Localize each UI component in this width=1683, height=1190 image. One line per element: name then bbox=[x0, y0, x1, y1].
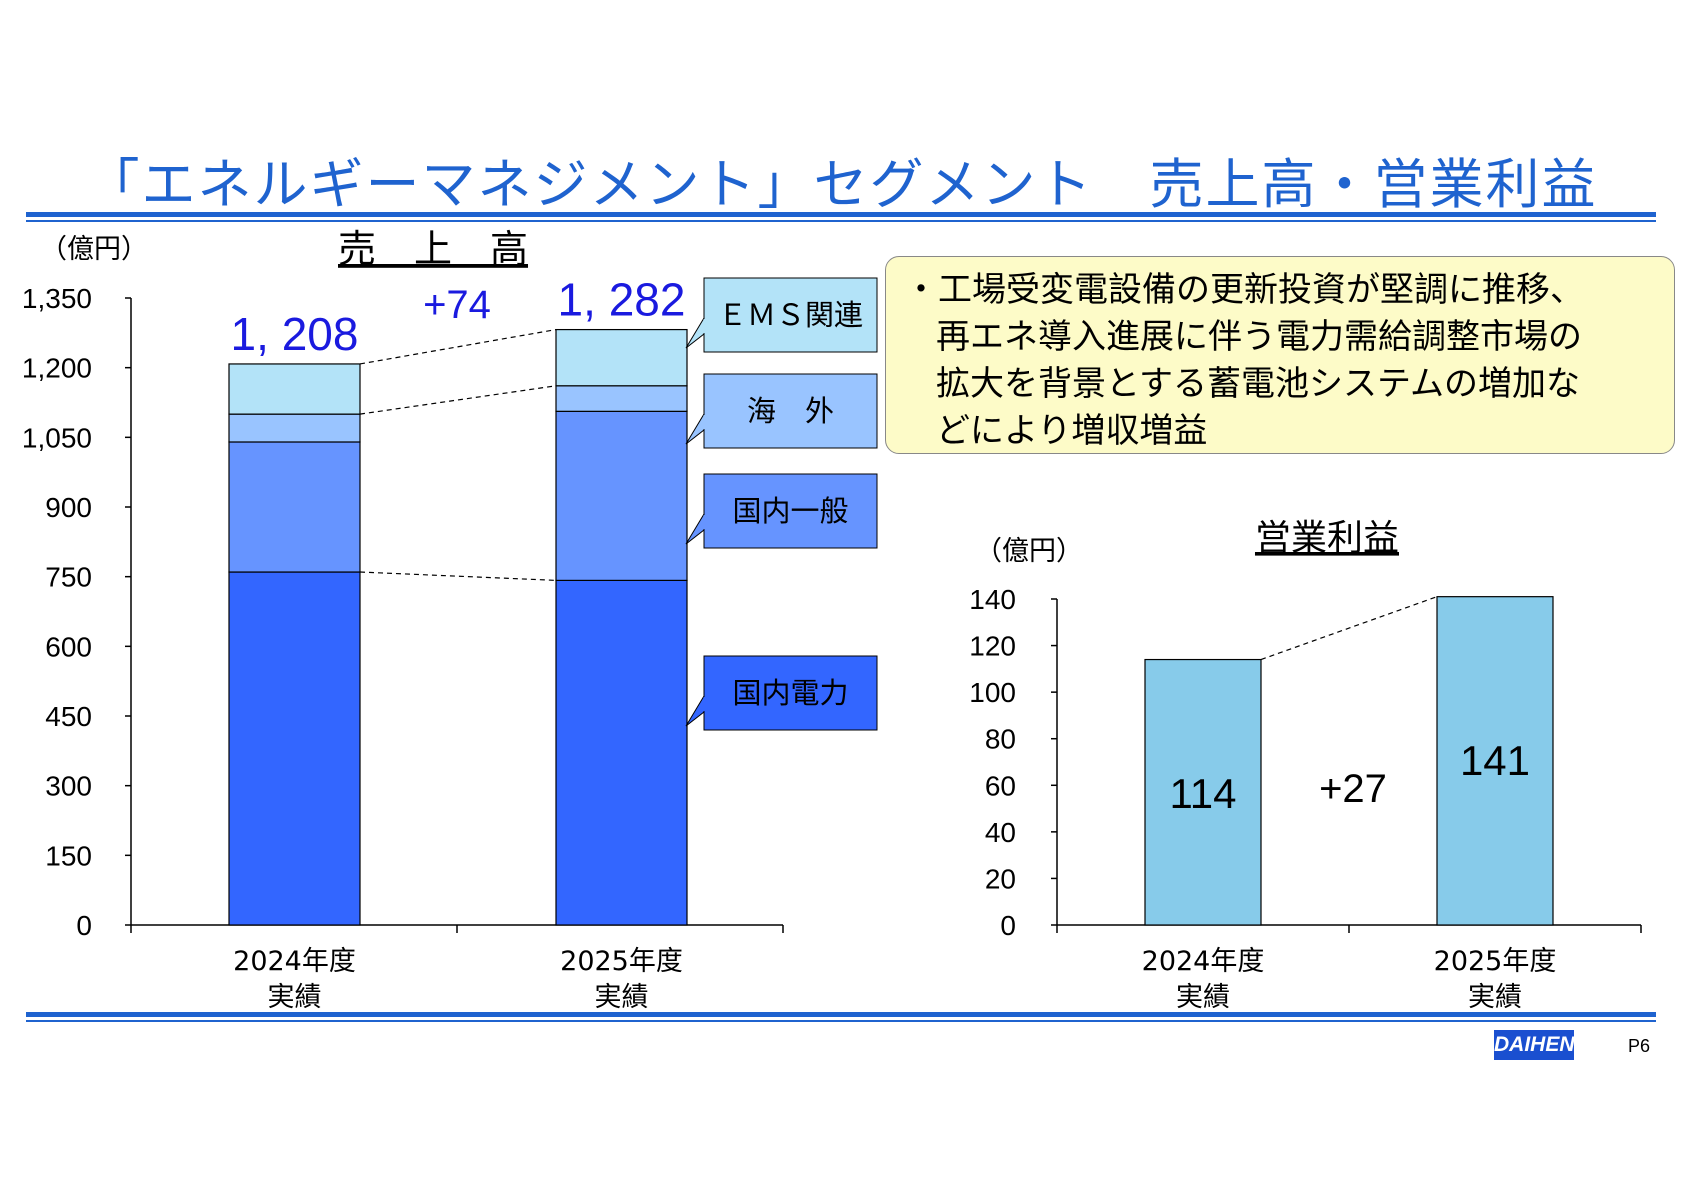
legend-box bbox=[703, 655, 878, 731]
footer-divider bbox=[26, 1012, 1656, 1017]
bar-segment-2 bbox=[228, 441, 361, 573]
chart-title: 売 上 高 bbox=[338, 227, 528, 271]
bar-value-label: 114 bbox=[1170, 770, 1237, 817]
y-tick-label: 120 bbox=[969, 631, 1016, 662]
x-category-label: 2024年度 bbox=[233, 946, 356, 977]
y-tick-label: 150 bbox=[45, 840, 92, 871]
page-title: 「エネルギーマネジメント」セグメント 売上高・営業利益 bbox=[85, 153, 1598, 216]
bar-segment-3 bbox=[228, 413, 361, 443]
bar-segment-4 bbox=[228, 363, 361, 415]
total-value-label: 1, 208 bbox=[231, 308, 359, 360]
x-category-label: 2024年度 bbox=[1142, 946, 1265, 977]
legend-label: ＥＭＳ関連 bbox=[718, 298, 863, 332]
legend-label: 国内一般 bbox=[732, 494, 848, 528]
legend-pointer-joint bbox=[703, 515, 706, 529]
y-tick-label: 100 bbox=[969, 677, 1016, 708]
chart-title: 営業利益 bbox=[1255, 518, 1399, 559]
connector-line bbox=[359, 328, 557, 365]
summary-line: 再エネ導入進展に伴う電力需給調整市場の bbox=[936, 317, 1582, 357]
y-tick-label: 0 bbox=[1000, 910, 1016, 941]
connector-line bbox=[359, 571, 557, 581]
bar-value-label: 141 bbox=[1460, 737, 1530, 784]
y-tick-label: 300 bbox=[45, 771, 92, 802]
summary-line: どにより増収増益 bbox=[936, 411, 1208, 451]
legend-pointer-joint bbox=[703, 415, 706, 429]
x-category-label: 実績 bbox=[1176, 982, 1230, 1013]
y-tick-label: 0 bbox=[76, 910, 92, 941]
y-tick-label: 1,350 bbox=[22, 283, 92, 314]
x-category-label: 実績 bbox=[1468, 982, 1522, 1013]
page-number: P6 bbox=[1628, 1036, 1651, 1056]
legend-box bbox=[703, 373, 878, 449]
summary-line: 拡大を背景とする蓄電池システムの増加な bbox=[936, 364, 1580, 404]
difference-label: +74 bbox=[423, 283, 491, 327]
y-tick-label: 140 bbox=[969, 584, 1016, 615]
bar-segment-3 bbox=[555, 385, 688, 412]
connector-line bbox=[1260, 596, 1438, 661]
bar-segment-4 bbox=[555, 328, 688, 387]
y-tick-label: 1,050 bbox=[22, 422, 92, 453]
y-tick-label: 750 bbox=[45, 562, 92, 593]
footer-divider-thin bbox=[26, 1020, 1656, 1022]
header-divider bbox=[26, 212, 1656, 217]
bar-segment-2 bbox=[555, 410, 688, 581]
y-tick-label: 60 bbox=[985, 770, 1016, 801]
x-category-label: 2025年度 bbox=[560, 946, 683, 977]
x-category-label: 実績 bbox=[268, 982, 322, 1013]
difference-label: +27 bbox=[1319, 767, 1387, 811]
bar-segment-1 bbox=[228, 571, 361, 926]
x-category-label: 2025年度 bbox=[1434, 946, 1557, 977]
summary-callout: ・工場受変電設備の更新投資が堅調に推移、 再エネ導入進展に伴う電力需給調整市場の… bbox=[885, 256, 1675, 454]
profit-bar bbox=[1144, 658, 1262, 926]
profit-bar bbox=[1436, 596, 1554, 926]
x-category-label: 実績 bbox=[595, 982, 649, 1013]
daihen-logo: DAIHEN bbox=[1494, 1030, 1575, 1060]
y-tick-label: 20 bbox=[985, 863, 1016, 894]
summary-line: ・工場受変電設備の更新投資が堅調に推移、 bbox=[904, 270, 1584, 310]
y-tick-label: 40 bbox=[985, 817, 1016, 848]
y-tick-label: 600 bbox=[45, 631, 92, 662]
header-divider-thin bbox=[26, 220, 1656, 222]
y-tick-label: 900 bbox=[45, 492, 92, 523]
legend-label: 海 外 bbox=[747, 394, 834, 428]
legend-box bbox=[703, 473, 878, 549]
bar-segment-1 bbox=[555, 579, 688, 926]
legend-pointer-joint bbox=[703, 319, 706, 333]
legend-pointer-joint bbox=[703, 697, 706, 711]
y-unit-label: （億円） bbox=[975, 536, 1083, 567]
connector-line bbox=[359, 385, 557, 415]
y-tick-label: 450 bbox=[45, 701, 92, 732]
y-tick-label: 80 bbox=[985, 724, 1016, 755]
legend-box bbox=[703, 277, 878, 353]
legend-label: 国内電力 bbox=[732, 676, 848, 710]
y-unit-label: （億円） bbox=[40, 234, 148, 265]
y-tick-label: 1,200 bbox=[22, 353, 92, 384]
total-value-label: 1, 282 bbox=[558, 274, 686, 326]
